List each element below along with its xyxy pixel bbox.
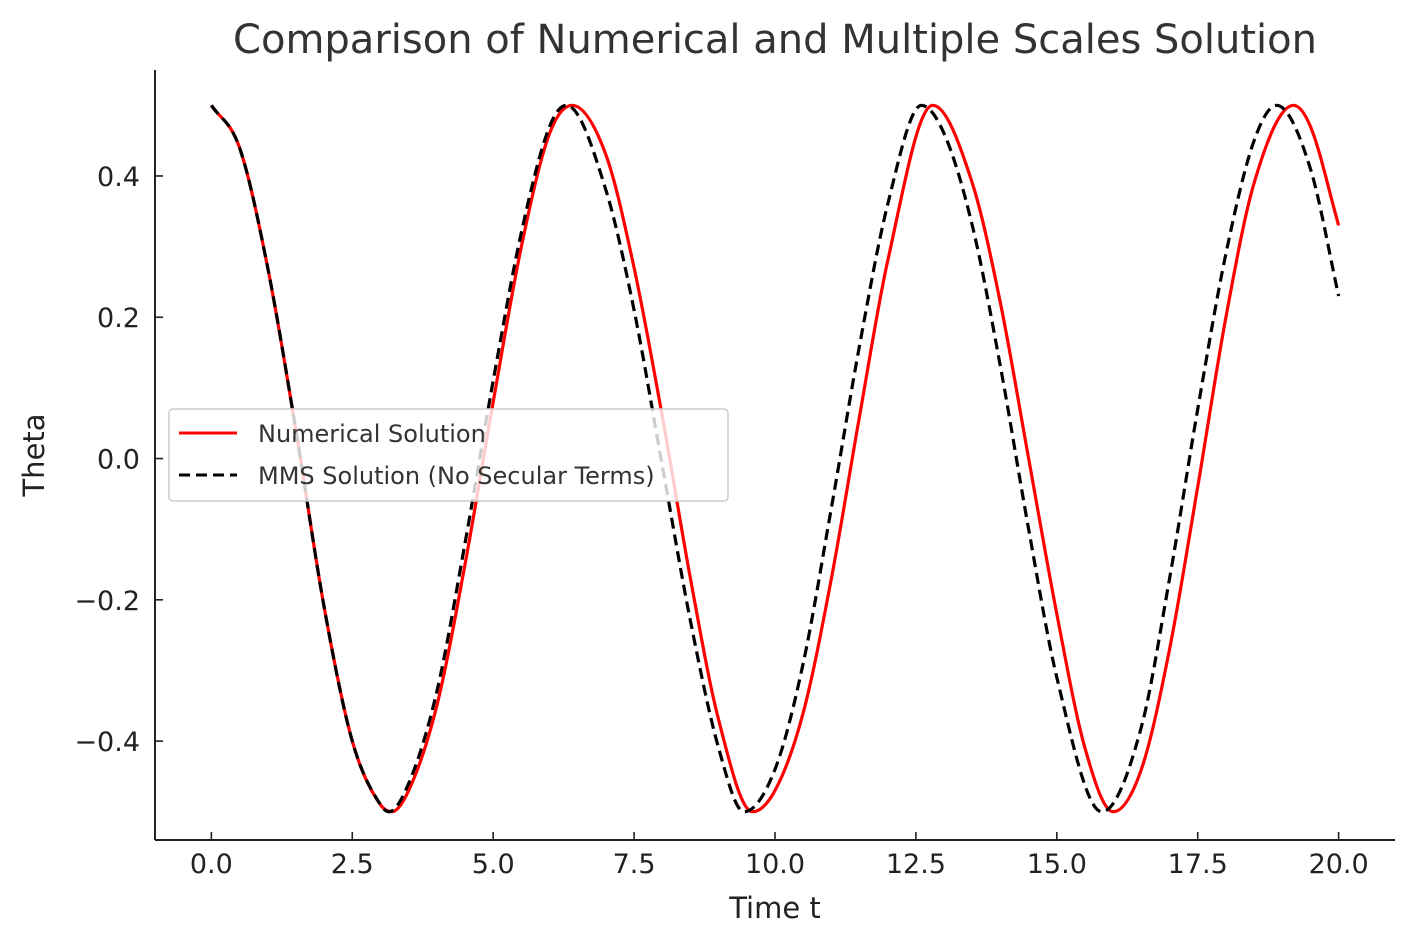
y-tick-label: −0.4 (74, 727, 140, 758)
x-tick-label: 12.5 (886, 849, 946, 880)
legend-label-mms: MMS Solution (No Secular Terms) (258, 462, 655, 490)
chart-title: Comparison of Numerical and Multiple Sca… (233, 17, 1317, 63)
y-tick-label: 0.2 (97, 303, 140, 334)
x-tick-label: 10.0 (745, 849, 805, 880)
y-tick-label: 0.0 (97, 445, 140, 476)
x-tick-label: 17.5 (1168, 849, 1228, 880)
legend-label-numerical: Numerical Solution (258, 420, 486, 448)
x-tick-label: 2.5 (331, 849, 374, 880)
x-axis-label: Time t (728, 891, 821, 925)
y-tick-label: −0.2 (74, 586, 140, 617)
x-ticks: 0.0 2.5 5.0 7.5 10.0 12.5 15.0 17.5 20.0 (190, 832, 1369, 880)
x-tick-label: 20.0 (1309, 849, 1369, 880)
legend-frame (168, 408, 729, 502)
y-ticks: 0.4 0.2 0.0 −0.2 −0.4 (74, 162, 163, 758)
x-tick-label: 0.0 (190, 849, 233, 880)
series-layer (210, 103, 1341, 814)
series-line-mms (210, 103, 1341, 814)
x-tick-label: 7.5 (613, 849, 656, 880)
y-axis-label: Theta (17, 413, 51, 497)
y-tick-label: 0.4 (97, 162, 140, 193)
x-tick-label: 5.0 (472, 849, 515, 880)
x-tick-label: 15.0 (1027, 849, 1087, 880)
legend: Numerical Solution MMS Solution (No Secu… (168, 408, 729, 502)
